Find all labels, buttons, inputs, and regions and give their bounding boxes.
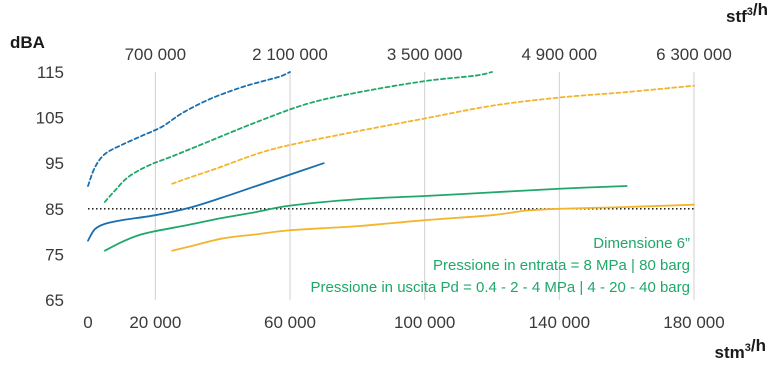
y-tick-label: 95 — [45, 154, 64, 173]
x2-tick-label: 4 900 000 — [522, 45, 598, 64]
x2-tick-label: 2 100 000 — [252, 45, 328, 64]
annotation-line: Pressione in entrata = 8 MPa | 80 barg — [433, 257, 690, 274]
x-axis-label: stm3/h — [715, 336, 766, 362]
y-tick-label: 65 — [45, 291, 64, 310]
y-axis-label: dBA — [10, 33, 45, 52]
x2-axis-ticks: 700 000 2 100 000 3 500 000 4 900 000 6 300 … — [125, 45, 732, 64]
y-tick-label: 85 — [45, 200, 64, 219]
y-tick-label: 75 — [45, 245, 64, 264]
annotation-line: Pressione in uscita Pd = 0.4 - 2 - 4 MPa… — [310, 279, 690, 296]
series-line-5 — [171, 203, 695, 252]
series-line-0 — [87, 71, 291, 187]
x-tick-label: 100 000 — [394, 313, 455, 332]
annotations: Dimensione 6” Pressione in entrata = 8 MP… — [310, 235, 690, 296]
annotation-line: Dimensione 6” — [593, 235, 690, 252]
y-tick-label: 115 — [37, 63, 64, 82]
series-line-1 — [87, 162, 325, 242]
x2-axis-label: stf3/h — [726, 0, 768, 26]
x-tick-label: 20 000 — [129, 313, 181, 332]
x-tick-label: 140 000 — [529, 313, 590, 332]
y-tick-label: 105 — [36, 109, 64, 128]
x-tick-label: 60 000 — [264, 313, 316, 332]
series-line-3 — [103, 185, 628, 252]
x-axis-ticks: 0 20 000 60 000 100 000 140 000 180 000 — [83, 313, 724, 332]
y-axis-ticks: 65 75 85 95 105 115 — [36, 63, 64, 310]
series-line-4 — [171, 84, 695, 185]
series-line-2 — [103, 71, 493, 203]
x2-tick-label: 700 000 — [125, 45, 186, 64]
x2-tick-label: 3 500 000 — [387, 45, 463, 64]
series-group — [87, 71, 695, 252]
x-tick-label: 180 000 — [663, 313, 724, 332]
x2-tick-label: 6 300 000 — [656, 45, 732, 64]
x-tick-label: 0 — [83, 313, 92, 332]
